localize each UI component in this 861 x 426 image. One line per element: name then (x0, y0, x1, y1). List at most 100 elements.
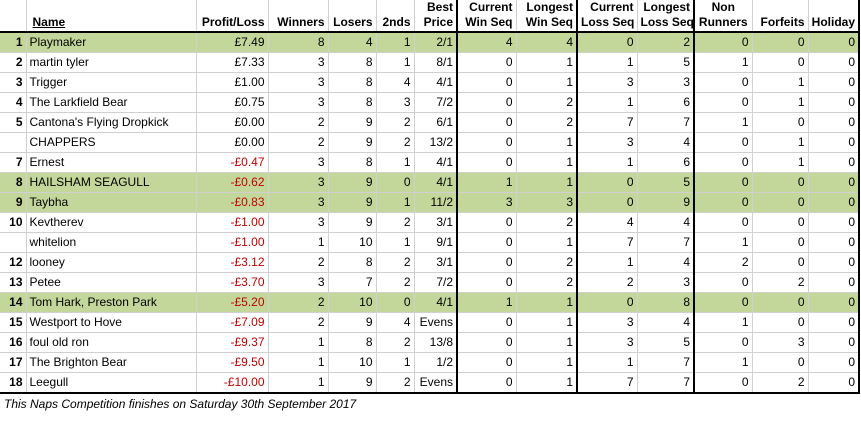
row-losers: 9 (328, 172, 377, 193)
row-best-price: 4/1 (414, 152, 458, 173)
row-holiday: 0 (808, 332, 860, 353)
row-non-runners: 0 (694, 172, 753, 193)
row-non-runners: 0 (694, 72, 753, 93)
row-non-runners: 1 (694, 52, 753, 73)
row-profit-loss: -£1.00 (196, 232, 269, 253)
header-current-loss-seq: Current Loss Seq (577, 0, 638, 33)
row-current-loss-seq: 2 (577, 272, 638, 293)
table-row: 10 Kevtherev -£1.00 3 9 2 3/1 0 2 4 4 0 0 0 (0, 212, 860, 233)
row-current-loss-seq: 3 (577, 72, 638, 93)
row-current-win-seq: 0 (457, 92, 517, 113)
row-winners: 3 (268, 152, 329, 173)
row-longest-loss-seq: 4 (637, 132, 695, 153)
row-winners: 8 (268, 32, 329, 53)
row-longest-win-seq: 1 (516, 232, 578, 253)
row-position: 10 (0, 212, 27, 233)
row-forfeits: 3 (752, 332, 809, 353)
row-best-price: 1/2 (414, 352, 458, 373)
row-winners: 1 (268, 332, 329, 353)
row-seconds: 1 (376, 352, 415, 373)
row-forfeits: 0 (752, 292, 809, 313)
row-forfeits: 2 (752, 272, 809, 293)
row-winners: 3 (268, 72, 329, 93)
row-name: Leegull (26, 372, 197, 394)
row-name: The Larkfield Bear (26, 92, 197, 113)
row-name: Playmaker (26, 32, 197, 53)
row-longest-win-seq: 3 (516, 192, 578, 213)
row-losers: 9 (328, 312, 377, 333)
table-row: 17 The Brighton Bear -£9.50 1 10 1 1/2 0 1 1 7 1 0 0 (0, 352, 860, 373)
row-position: 7 (0, 152, 27, 173)
row-losers: 9 (328, 112, 377, 133)
row-best-price: 2/1 (414, 32, 458, 53)
row-name: Petee (26, 272, 197, 293)
row-best-price: Evens (414, 312, 458, 333)
row-best-price: 13/2 (414, 132, 458, 153)
table-body: 1 Playmaker £7.49 8 4 1 2/1 4 4 0 2 0 0 0 2 martin tyle… (0, 32, 860, 394)
row-longest-win-seq: 4 (516, 32, 578, 53)
table-row: 9 Taybha -£0.83 3 9 1 11/2 3 3 0 9 0 0 0 (0, 192, 860, 213)
row-longest-loss-seq: 9 (637, 192, 695, 213)
row-best-price: 7/2 (414, 92, 458, 113)
row-longest-loss-seq: 6 (637, 152, 695, 173)
table-row: 16 foul old ron -£9.37 1 8 2 13/8 0 1 3 5 0 3 0 (0, 332, 860, 353)
row-forfeits: 0 (752, 252, 809, 273)
row-name: Westport to Hove (26, 312, 197, 333)
row-seconds: 2 (376, 252, 415, 273)
row-losers: 8 (328, 252, 377, 273)
row-current-loss-seq: 3 (577, 132, 638, 153)
row-holiday: 0 (808, 52, 860, 73)
row-seconds: 4 (376, 72, 415, 93)
table-row: 15 Westport to Hove -£7.09 2 9 4 Evens 0 1 3 4 1 0 0 (0, 312, 860, 333)
row-holiday: 0 (808, 72, 860, 93)
row-winners: 2 (268, 292, 329, 313)
row-profit-loss: -£10.00 (196, 372, 269, 394)
header-longest-loss-seq: Longest Loss Seq (637, 0, 695, 33)
row-non-runners: 0 (694, 212, 753, 233)
row-profit-loss: £1.00 (196, 72, 269, 93)
row-current-win-seq: 1 (457, 172, 517, 193)
row-seconds: 1 (376, 232, 415, 253)
row-losers: 9 (328, 132, 377, 153)
row-current-loss-seq: 7 (577, 372, 638, 394)
row-name: Tom Hark, Preston Park (26, 292, 197, 313)
row-forfeits: 0 (752, 192, 809, 213)
row-losers: 10 (328, 292, 377, 313)
row-longest-loss-seq: 5 (637, 52, 695, 73)
row-winners: 3 (268, 212, 329, 233)
row-longest-win-seq: 1 (516, 172, 578, 193)
row-losers: 10 (328, 232, 377, 253)
row-best-price: 4/1 (414, 172, 458, 193)
row-non-runners: 0 (694, 32, 753, 53)
row-seconds: 1 (376, 192, 415, 213)
row-profit-loss: -£0.47 (196, 152, 269, 173)
row-name: Taybha (26, 192, 197, 213)
row-name: looney (26, 252, 197, 273)
row-winners: 3 (268, 192, 329, 213)
row-position: 8 (0, 172, 27, 193)
row-seconds: 3 (376, 92, 415, 113)
header-best-price: Best Price (414, 0, 458, 33)
row-longest-loss-seq: 7 (637, 352, 695, 373)
row-forfeits: 1 (752, 152, 809, 173)
row-losers: 8 (328, 52, 377, 73)
row-longest-win-seq: 2 (516, 112, 578, 133)
row-forfeits: 0 (752, 232, 809, 253)
row-forfeits: 1 (752, 72, 809, 93)
row-winners: 2 (268, 312, 329, 333)
row-holiday: 0 (808, 32, 860, 53)
row-current-loss-seq: 0 (577, 172, 638, 193)
row-position: 9 (0, 192, 27, 213)
row-current-loss-seq: 1 (577, 352, 638, 373)
row-winners: 3 (268, 52, 329, 73)
row-current-win-seq: 0 (457, 112, 517, 133)
row-seconds: 1 (376, 32, 415, 53)
row-best-price: 3/1 (414, 252, 458, 273)
row-non-runners: 0 (694, 92, 753, 113)
row-seconds: 1 (376, 152, 415, 173)
row-longest-loss-seq: 4 (637, 252, 695, 273)
row-holiday: 0 (808, 172, 860, 193)
row-longest-loss-seq: 6 (637, 92, 695, 113)
row-longest-win-seq: 1 (516, 132, 578, 153)
row-position: 14 (0, 292, 27, 313)
